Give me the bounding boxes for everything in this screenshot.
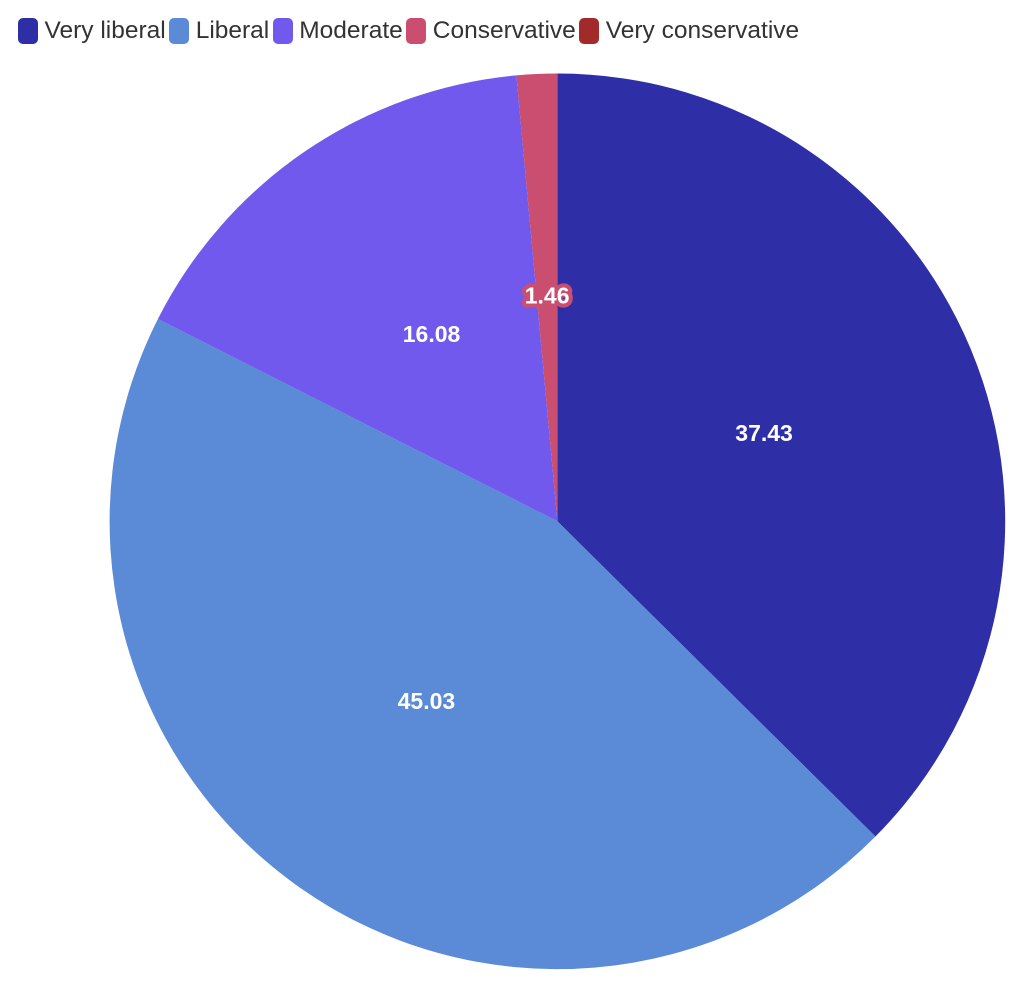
svg-text:1.46: 1.46 (525, 283, 570, 309)
svg-text:45.03: 45.03 (398, 688, 456, 714)
svg-text:37.43: 37.43 (735, 420, 793, 446)
svg-text:16.08: 16.08 (403, 321, 461, 347)
